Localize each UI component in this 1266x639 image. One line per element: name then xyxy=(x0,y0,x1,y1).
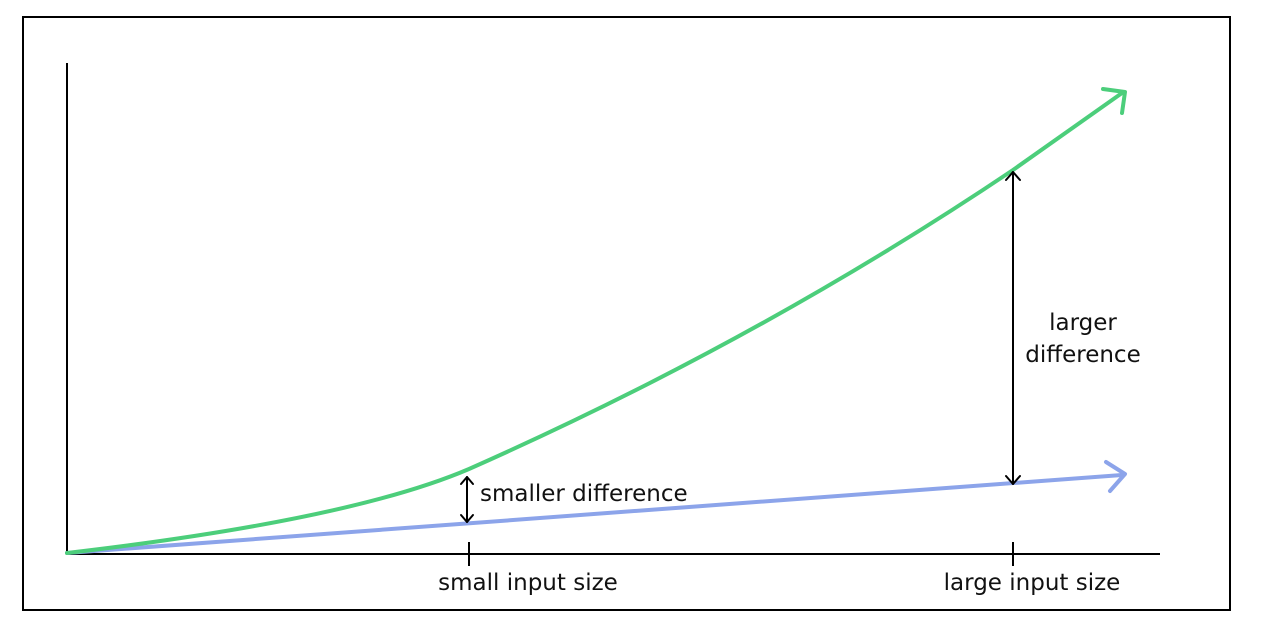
larger-difference-label-line1: larger xyxy=(1049,310,1117,336)
small-difference-marker xyxy=(460,476,474,523)
smaller-difference-label: smaller difference xyxy=(480,481,688,507)
x-tick-label-large: large input size xyxy=(944,570,1121,596)
larger-difference-label-line2: difference xyxy=(1025,342,1140,368)
x-tick-label-small: small input size xyxy=(438,570,618,596)
green-curve-arrowhead xyxy=(1101,87,1127,115)
blue-curve-arrowhead xyxy=(1104,460,1127,493)
green-quadratic-curve xyxy=(65,91,1124,555)
large-difference-marker xyxy=(1005,171,1021,485)
blue-linear-curve xyxy=(65,473,1124,555)
